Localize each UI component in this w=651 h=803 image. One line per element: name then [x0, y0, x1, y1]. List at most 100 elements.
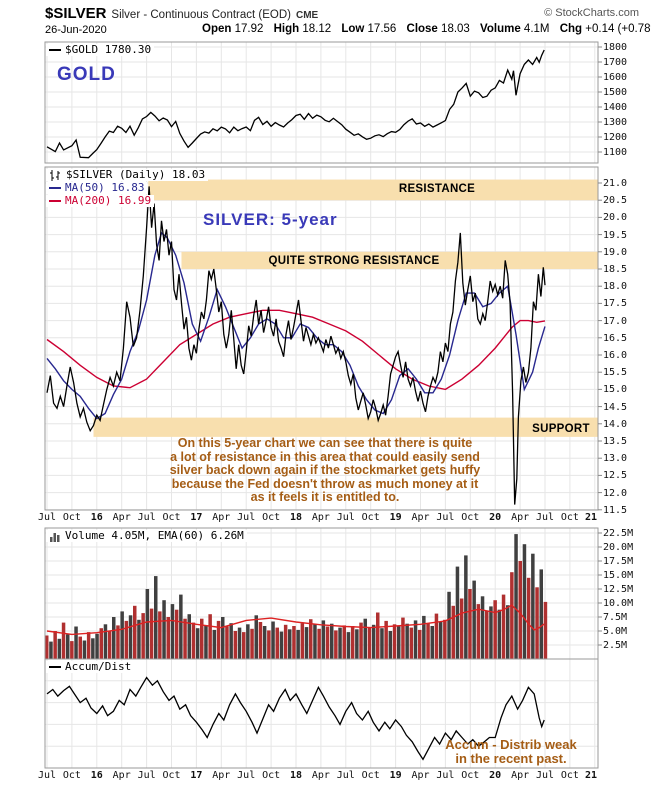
volume-bar — [99, 628, 103, 659]
volume-bar — [229, 623, 233, 659]
volume-bar — [267, 630, 271, 659]
volume-label: Volume — [480, 23, 521, 35]
volume-bar — [371, 624, 376, 659]
volume-bar — [363, 618, 367, 659]
volume-bar — [149, 608, 154, 659]
volume-bar — [133, 605, 137, 659]
annotation-line: a lot of resistance in this area that co… — [170, 449, 480, 464]
volume-bar — [497, 609, 502, 659]
y-tick-label: 18.0 — [603, 281, 628, 293]
y-tick-label: 12.5M — [603, 584, 634, 595]
volume-bar — [183, 618, 187, 659]
volume-bar — [145, 589, 150, 659]
volume-bar — [292, 626, 296, 659]
volume-bar — [137, 619, 141, 659]
volume-bar — [158, 611, 162, 659]
x-tick-label: 21 — [584, 512, 598, 523]
open-label: Open — [202, 23, 232, 35]
volume-bar — [250, 628, 254, 659]
low-value: 17.56 — [367, 23, 397, 35]
y-tick-label: 1800 — [603, 42, 628, 53]
panel-bg — [45, 528, 598, 659]
y-tick-label: 19.0 — [603, 246, 628, 258]
support-label: SUPPORT — [532, 423, 590, 435]
volume-bar — [384, 620, 388, 659]
x-tick-label: Jul — [137, 770, 156, 781]
volume-bar — [166, 617, 170, 659]
x-tick-label: Oct — [262, 770, 281, 781]
y-tick-label: 20.5 — [603, 195, 628, 207]
x-tick-label: 18 — [289, 512, 303, 523]
volume-bar — [526, 577, 531, 659]
annotation-line: silver back down again if the stockmarke… — [169, 463, 481, 477]
volume-bar — [116, 625, 120, 659]
volume-bar — [49, 641, 53, 659]
accum-swatch-icon — [49, 666, 61, 668]
volume-bar — [338, 627, 342, 659]
volume-bar — [61, 622, 66, 659]
accum-dist-line — [46, 676, 545, 761]
close-label: Close — [406, 23, 438, 35]
volume-bar — [304, 627, 309, 659]
gold-legend: $GOLD 1780.30 — [46, 43, 155, 56]
x-tick-label: Jul — [535, 512, 555, 523]
y-tick-label: 1100 — [603, 147, 628, 158]
volume-bar — [191, 622, 196, 659]
y-tick-label: 1500 — [603, 87, 628, 98]
x-tick-label: 20 — [489, 770, 502, 781]
line-swatch-icon — [49, 49, 61, 51]
volume-bar — [321, 620, 326, 659]
low-label: Low — [341, 23, 365, 35]
volume-bar — [388, 631, 393, 659]
x-tick-label: Jul — [137, 512, 156, 523]
y-tick-label: 7.5M — [603, 612, 628, 623]
volume-bar — [275, 627, 279, 659]
volume-bar — [300, 623, 305, 659]
panel-bg — [45, 42, 598, 163]
exchange-label: CME — [296, 10, 319, 21]
accum-annotation-line: in the recent past. — [455, 751, 567, 766]
volume-bar — [221, 617, 225, 659]
volume-bar — [271, 621, 275, 659]
volume-bar — [283, 624, 288, 659]
volume-value: 4.1M — [523, 23, 550, 35]
candlestick-icon — [50, 169, 60, 181]
x-tick-label: Jul — [237, 770, 256, 781]
gold-watermark: GOLD — [57, 64, 116, 85]
x-tick-label: Oct — [62, 770, 81, 781]
volume-bar — [154, 576, 158, 659]
volume-bar — [480, 596, 485, 659]
x-tick-label: Oct — [361, 770, 380, 781]
annotation-line: On this 5-year chart we can see that the… — [177, 436, 473, 450]
volume-bar — [489, 606, 493, 659]
ticker-symbol: $SILVER — [45, 5, 107, 22]
volume-bar — [476, 604, 481, 659]
x-tick-label: Oct — [461, 770, 480, 781]
volume-bar — [74, 626, 78, 659]
open-value: 17.92 — [234, 23, 264, 35]
volume-bars-icon — [50, 532, 60, 542]
x-tick-label: Apr — [511, 512, 530, 523]
y-tick-label: 17.5M — [603, 556, 634, 567]
volume-bar — [45, 635, 49, 659]
volume-bar — [422, 615, 426, 659]
y-tick-label: 16.0 — [603, 350, 628, 361]
x-tick-label: 21 — [584, 770, 598, 781]
gold-legend-text: $GOLD 1780.30 — [65, 43, 152, 56]
x-tick-label: Jul — [237, 512, 256, 523]
x-tick-label: Jul — [336, 770, 355, 781]
silver-annotation: On this 5-year chart we can see that the… — [85, 436, 565, 505]
silver-legend: $SILVER (Daily) 18.03 — [46, 169, 209, 181]
volume-bar — [107, 631, 112, 659]
y-tick-label: 15.5 — [603, 367, 628, 379]
volume-bar — [392, 624, 397, 659]
y-tick-label: 2.5M — [603, 640, 628, 651]
volume-bar — [262, 626, 267, 659]
volume-bar — [120, 611, 124, 659]
annotation-band — [181, 251, 598, 269]
y-tick-label: 21.0 — [603, 178, 628, 189]
volume-bar — [200, 618, 204, 659]
volume-bar — [170, 604, 175, 659]
volume-bar — [242, 632, 246, 659]
